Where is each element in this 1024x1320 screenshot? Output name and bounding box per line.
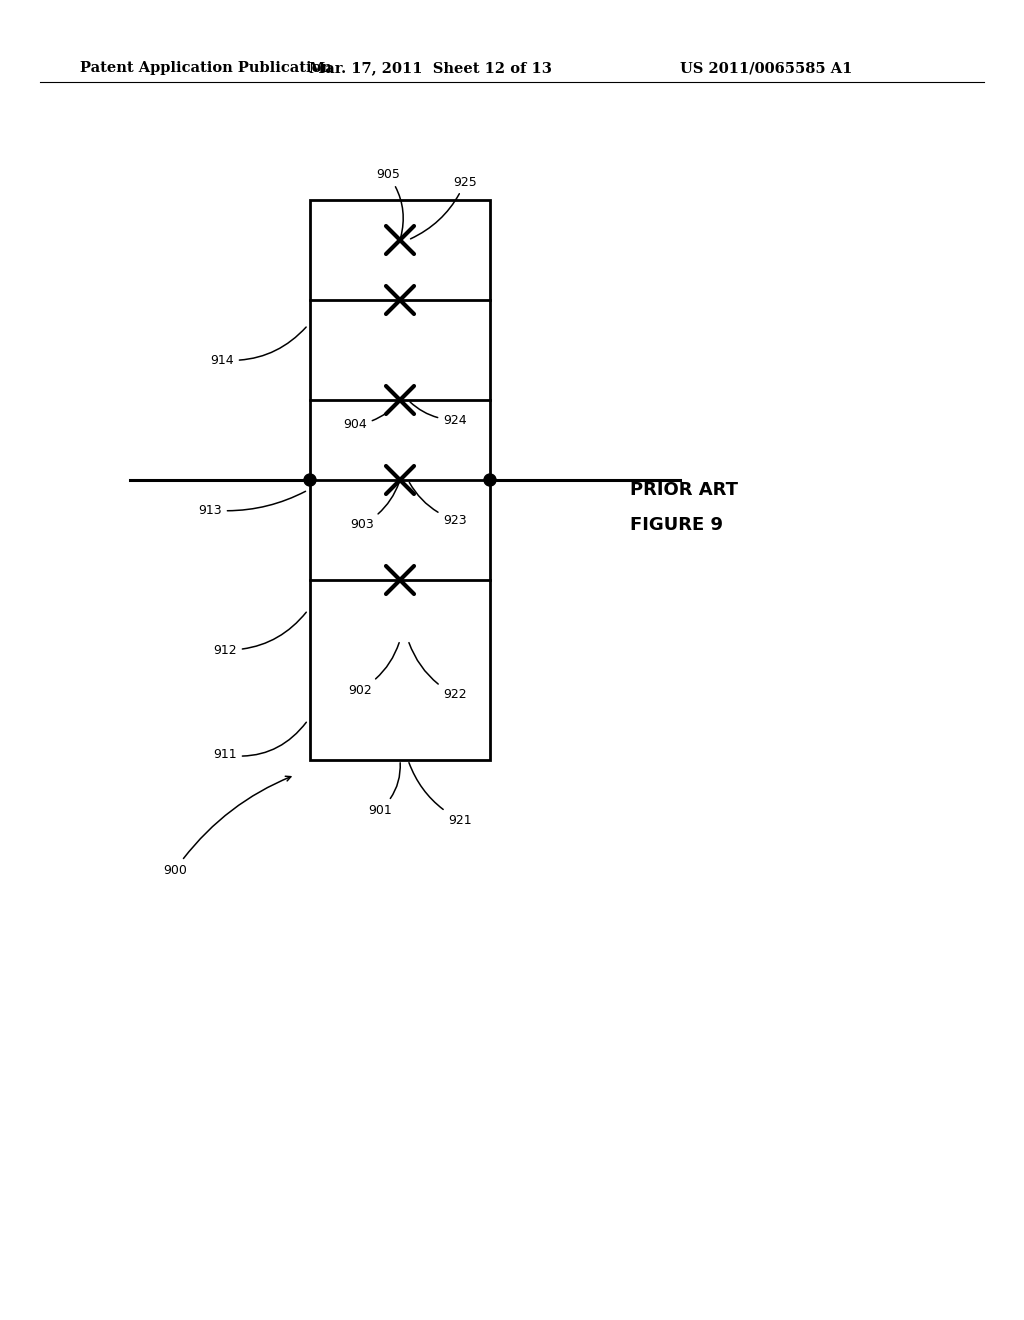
- Text: 900: 900: [163, 776, 291, 876]
- Text: PRIOR ART: PRIOR ART: [630, 480, 738, 499]
- Text: 904: 904: [343, 403, 398, 432]
- Text: 921: 921: [409, 763, 472, 826]
- Text: 902: 902: [348, 643, 399, 697]
- Text: 923: 923: [410, 482, 467, 527]
- Text: FIGURE 9: FIGURE 9: [630, 516, 723, 535]
- Text: 924: 924: [410, 401, 467, 426]
- Text: 912: 912: [213, 612, 306, 656]
- Text: 901: 901: [368, 763, 400, 817]
- Text: 914: 914: [210, 327, 306, 367]
- Text: 922: 922: [409, 643, 467, 701]
- Text: 905: 905: [376, 169, 403, 238]
- Bar: [310, 201, 490, 760]
- Circle shape: [304, 474, 316, 486]
- Text: US 2011/0065585 A1: US 2011/0065585 A1: [680, 61, 852, 75]
- Circle shape: [484, 474, 496, 486]
- Text: Mar. 17, 2011  Sheet 12 of 13: Mar. 17, 2011 Sheet 12 of 13: [308, 61, 552, 75]
- Text: 913: 913: [199, 491, 305, 516]
- Text: 911: 911: [213, 722, 306, 762]
- Text: 903: 903: [350, 483, 399, 532]
- Text: Patent Application Publication: Patent Application Publication: [80, 61, 332, 75]
- Text: 925: 925: [411, 176, 477, 239]
